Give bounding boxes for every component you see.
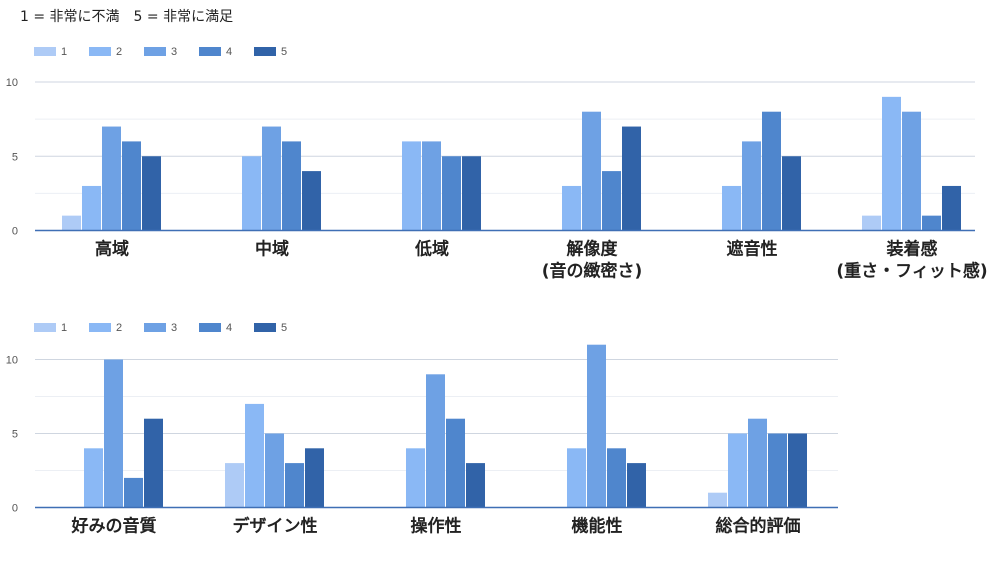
category-label: (音の緻密さ): [542, 261, 643, 282]
bar-1-4-3: [582, 111, 601, 231]
bar-1-6-1: [862, 215, 881, 231]
bar-1-6-2: [882, 96, 901, 231]
bar-2-3-4: [446, 418, 465, 508]
category-label: 装着感: [886, 239, 938, 260]
bar-2-4-2: [567, 448, 586, 508]
category-label: 機能性: [572, 516, 623, 537]
bar-2-2-3: [265, 433, 284, 508]
scale-note: 1 = 非常に不満 5 = 非常に満足: [20, 9, 234, 25]
bar-1-6-3: [902, 111, 921, 231]
y-tick-label: 5: [12, 429, 18, 441]
legend-label-5: 5: [281, 46, 287, 58]
bar-1-4-2: [562, 185, 581, 231]
legend-label-2: 2: [116, 46, 122, 58]
legend-swatch-2: [89, 47, 111, 56]
bar-1-4-4: [602, 171, 621, 231]
bar-2-1-5: [144, 418, 163, 508]
legend-swatch-4: [199, 323, 221, 332]
legend-swatch-2: [89, 323, 111, 332]
category-label: 中域: [255, 239, 289, 260]
bar-1-3-2: [402, 141, 421, 231]
y-tick-label: 10: [6, 77, 18, 89]
legend-label-4: 4: [226, 46, 232, 58]
bar-2-4-5: [627, 463, 646, 508]
bar-2-3-2: [406, 448, 425, 508]
legend-label-1: 1: [61, 322, 67, 334]
y-tick-label: 0: [12, 226, 18, 238]
legend-label-4: 4: [226, 322, 232, 334]
y-tick-label: 0: [12, 503, 18, 515]
y-tick-label: 5: [12, 151, 18, 163]
bar-2-2-2: [245, 403, 264, 508]
bar-2-1-2: [84, 448, 103, 508]
bar-1-3-4: [442, 156, 461, 231]
legend-label-3: 3: [171, 322, 177, 334]
bar-2-1-3: [104, 359, 123, 508]
legend-swatch-5: [254, 323, 276, 332]
bar-1-6-4: [922, 215, 941, 231]
bar-2-3-3: [426, 374, 445, 508]
bar-1-2-3: [262, 126, 281, 231]
bar-1-2-5: [302, 171, 321, 231]
category-label: 操作性: [411, 516, 462, 537]
legend-swatch-1: [34, 47, 56, 56]
category-label: (重さ・フィット感): [836, 261, 987, 282]
bar-1-5-3: [742, 141, 761, 231]
category-label: 低域: [414, 239, 449, 260]
bar-1-1-5: [142, 156, 161, 231]
bar-2-3-5: [466, 463, 485, 508]
legend-swatch-3: [144, 47, 166, 56]
legend-swatch-5: [254, 47, 276, 56]
bar-1-5-4: [762, 111, 781, 231]
category-label: 遮音性: [727, 239, 778, 260]
bar-1-5-2: [722, 185, 741, 231]
bar-1-4-5: [622, 126, 641, 231]
bar-1-2-2: [242, 156, 261, 231]
legend-label-2: 2: [116, 322, 122, 334]
bar-2-5-4: [768, 433, 787, 508]
category-label: デザイン性: [233, 516, 318, 537]
bar-1-5-5: [782, 156, 801, 231]
bar-2-5-5: [788, 433, 807, 508]
legend-swatch-4: [199, 47, 221, 56]
bar-1-2-4: [282, 141, 301, 231]
legend-label-1: 1: [61, 46, 67, 58]
category-label: 好みの音質: [71, 516, 157, 537]
bar-2-4-3: [587, 344, 606, 508]
y-tick-label: 10: [6, 355, 18, 367]
category-label: 高域: [95, 239, 129, 260]
bar-1-1-3: [102, 126, 121, 231]
bar-1-1-1: [62, 215, 81, 231]
bar-1-3-5: [462, 156, 481, 231]
category-label: 総合的評価: [716, 516, 801, 537]
bar-2-4-4: [607, 448, 626, 508]
bar-1-1-4: [122, 141, 141, 231]
bar-2-2-1: [225, 463, 244, 508]
bar-2-2-5: [305, 448, 324, 508]
category-label: 解像度: [567, 239, 619, 260]
legend-label-3: 3: [171, 46, 177, 58]
legend-label-5: 5: [281, 322, 287, 334]
bar-2-5-2: [728, 433, 747, 508]
bar-2-2-4: [285, 463, 304, 508]
bar-2-1-4: [124, 477, 143, 508]
bar-2-5-1: [708, 492, 727, 508]
bar-1-6-5: [942, 185, 961, 231]
legend-swatch-3: [144, 323, 166, 332]
legend-swatch-1: [34, 323, 56, 332]
bar-2-5-3: [748, 418, 767, 508]
bar-1-1-2: [82, 185, 101, 231]
bar-1-3-3: [422, 141, 441, 231]
